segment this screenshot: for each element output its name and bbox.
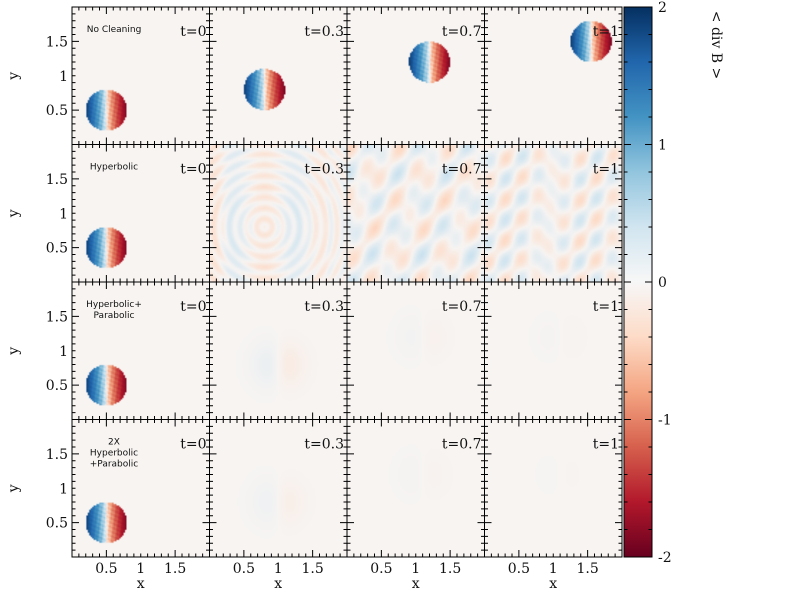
time-label: t=0 bbox=[180, 24, 206, 40]
panel-r3-c3: t=1 bbox=[484, 419, 623, 558]
heatmap-image bbox=[347, 282, 485, 420]
x-tick-label: 1.5 bbox=[301, 561, 323, 577]
time-label: t=0.7 bbox=[442, 437, 482, 453]
x-axis-label: x bbox=[274, 576, 282, 592]
y-tick-label: 1.5 bbox=[46, 172, 68, 188]
heatmap-image bbox=[72, 282, 210, 420]
heatmap-image bbox=[209, 419, 347, 557]
x-tick-label: 0.5 bbox=[233, 561, 255, 577]
row-label: Parabolic bbox=[94, 311, 135, 321]
time-label: t=0.3 bbox=[304, 162, 344, 178]
y-tick-label: 0.5 bbox=[46, 241, 68, 257]
panel-r0-c3: t=1 bbox=[484, 6, 623, 145]
y-tick-label: 1 bbox=[59, 344, 68, 360]
axes-labels: 0.5 1 1.5 y 0.5 1 1.5 y 0.5 1 1.5 y 0.5 1 1.5 y 0.5 1 1.5 x… bbox=[6, 34, 599, 592]
panel-r2-c0: t=0 Hyperbolic+Parabolic bbox=[71, 281, 210, 420]
panel-grid: t=0 No Cleaning t=0.3 t=0.7 t=1 t=0 Hyperbolic… bbox=[71, 6, 623, 558]
y-tick-label: 1 bbox=[59, 206, 68, 222]
heatmap-image bbox=[72, 144, 210, 282]
colorbar-label: < div B > bbox=[708, 11, 724, 79]
heatmap-image bbox=[72, 419, 210, 557]
panel-r1-c1: t=0.3 bbox=[209, 144, 348, 283]
time-label: t=1 bbox=[593, 24, 619, 40]
time-label: t=0.7 bbox=[442, 162, 482, 178]
panel-r2-c2: t=0.7 bbox=[346, 281, 485, 420]
row-label: Hyperbolic+ bbox=[86, 300, 142, 310]
time-label: t=1 bbox=[593, 299, 619, 315]
panel-r0-c2: t=0.7 bbox=[346, 6, 485, 145]
time-label: t=0 bbox=[180, 162, 206, 178]
panel-r1-c0: t=0 Hyperbolic bbox=[71, 144, 210, 283]
y-tick-label: 0.5 bbox=[46, 516, 68, 532]
row-label: 2X bbox=[108, 438, 120, 448]
heatmap-image bbox=[484, 144, 622, 282]
time-label: t=0.7 bbox=[442, 24, 482, 40]
colorbar-tick-label: -2 bbox=[658, 550, 672, 566]
time-label: t=1 bbox=[593, 437, 619, 453]
heatmap-image bbox=[209, 282, 347, 420]
y-tick-label: 1.5 bbox=[46, 309, 68, 325]
panel-r0-c1: t=0.3 bbox=[209, 6, 348, 145]
x-tick-label: 1.5 bbox=[164, 561, 186, 577]
time-label: t=0.3 bbox=[304, 437, 344, 453]
colorbar-tick-label: 2 bbox=[658, 0, 667, 16]
x-tick-label: 0.5 bbox=[370, 561, 392, 577]
y-axis-label: y bbox=[6, 347, 22, 356]
panel-r0-c0: t=0 No Cleaning bbox=[71, 6, 210, 145]
panel-r3-c1: t=0.3 bbox=[209, 419, 348, 558]
time-label: t=0 bbox=[180, 437, 206, 453]
time-label: t=0.3 bbox=[304, 299, 344, 315]
heatmap-image bbox=[347, 419, 485, 557]
colorbar-tick-label: 0 bbox=[658, 275, 667, 291]
heatmap-image bbox=[484, 419, 622, 557]
panel-r1-c2: t=0.7 bbox=[346, 144, 485, 283]
y-tick-label: 1.5 bbox=[46, 447, 68, 463]
x-tick-label: 0.5 bbox=[508, 561, 530, 577]
time-label: t=0.7 bbox=[442, 299, 482, 315]
row-label: Hyperbolic bbox=[90, 449, 138, 459]
y-tick-label: 0.5 bbox=[46, 378, 68, 394]
panel-r2-c3: t=1 bbox=[484, 281, 623, 420]
y-axis-label: y bbox=[6, 72, 22, 81]
row-label: No Cleaning bbox=[87, 25, 142, 35]
time-label: t=0 bbox=[180, 299, 206, 315]
panel-r3-c2: t=0.7 bbox=[346, 419, 485, 558]
x-tick-label: 1.5 bbox=[439, 561, 461, 577]
colorbar: 2 1 0 -1 -2 < div B > bbox=[623, 0, 724, 566]
heatmap-image bbox=[347, 7, 485, 145]
x-axis-label: x bbox=[137, 576, 145, 592]
row-label: Hyperbolic bbox=[90, 163, 138, 173]
colorbar-tick-label: -1 bbox=[658, 413, 672, 429]
x-axis-label: x bbox=[549, 576, 557, 592]
panel-r2-c1: t=0.3 bbox=[209, 281, 348, 420]
heatmap-image bbox=[72, 7, 210, 145]
row-label: +Parabolic bbox=[90, 460, 139, 470]
colorbar-ticks: 2 1 0 -1 -2 bbox=[624, 0, 672, 566]
x-axis-label: x bbox=[412, 576, 420, 592]
heatmap-image bbox=[347, 144, 485, 282]
x-tick-label: 0.5 bbox=[95, 561, 117, 577]
y-tick-label: 1 bbox=[59, 69, 68, 85]
y-tick-label: 1 bbox=[59, 481, 68, 497]
heatmap-image bbox=[209, 7, 347, 145]
y-axis-label: y bbox=[6, 209, 22, 218]
heatmap-image bbox=[484, 7, 622, 145]
y-tick-label: 0.5 bbox=[46, 103, 68, 119]
heatmap-image bbox=[209, 144, 347, 282]
y-axis-label: y bbox=[6, 484, 22, 493]
x-tick-label: 1 bbox=[549, 561, 558, 577]
colorbar-tick-label: 1 bbox=[658, 138, 667, 154]
time-label: t=1 bbox=[593, 162, 619, 178]
heatmap-image bbox=[484, 282, 622, 420]
x-tick-label: 1 bbox=[136, 561, 145, 577]
panel-r1-c3: t=1 bbox=[484, 144, 623, 283]
x-tick-label: 1 bbox=[411, 561, 420, 577]
y-tick-label: 1.5 bbox=[46, 34, 68, 50]
time-label: t=0.3 bbox=[304, 24, 344, 40]
x-tick-label: 1.5 bbox=[576, 561, 598, 577]
x-tick-label: 1 bbox=[274, 561, 283, 577]
